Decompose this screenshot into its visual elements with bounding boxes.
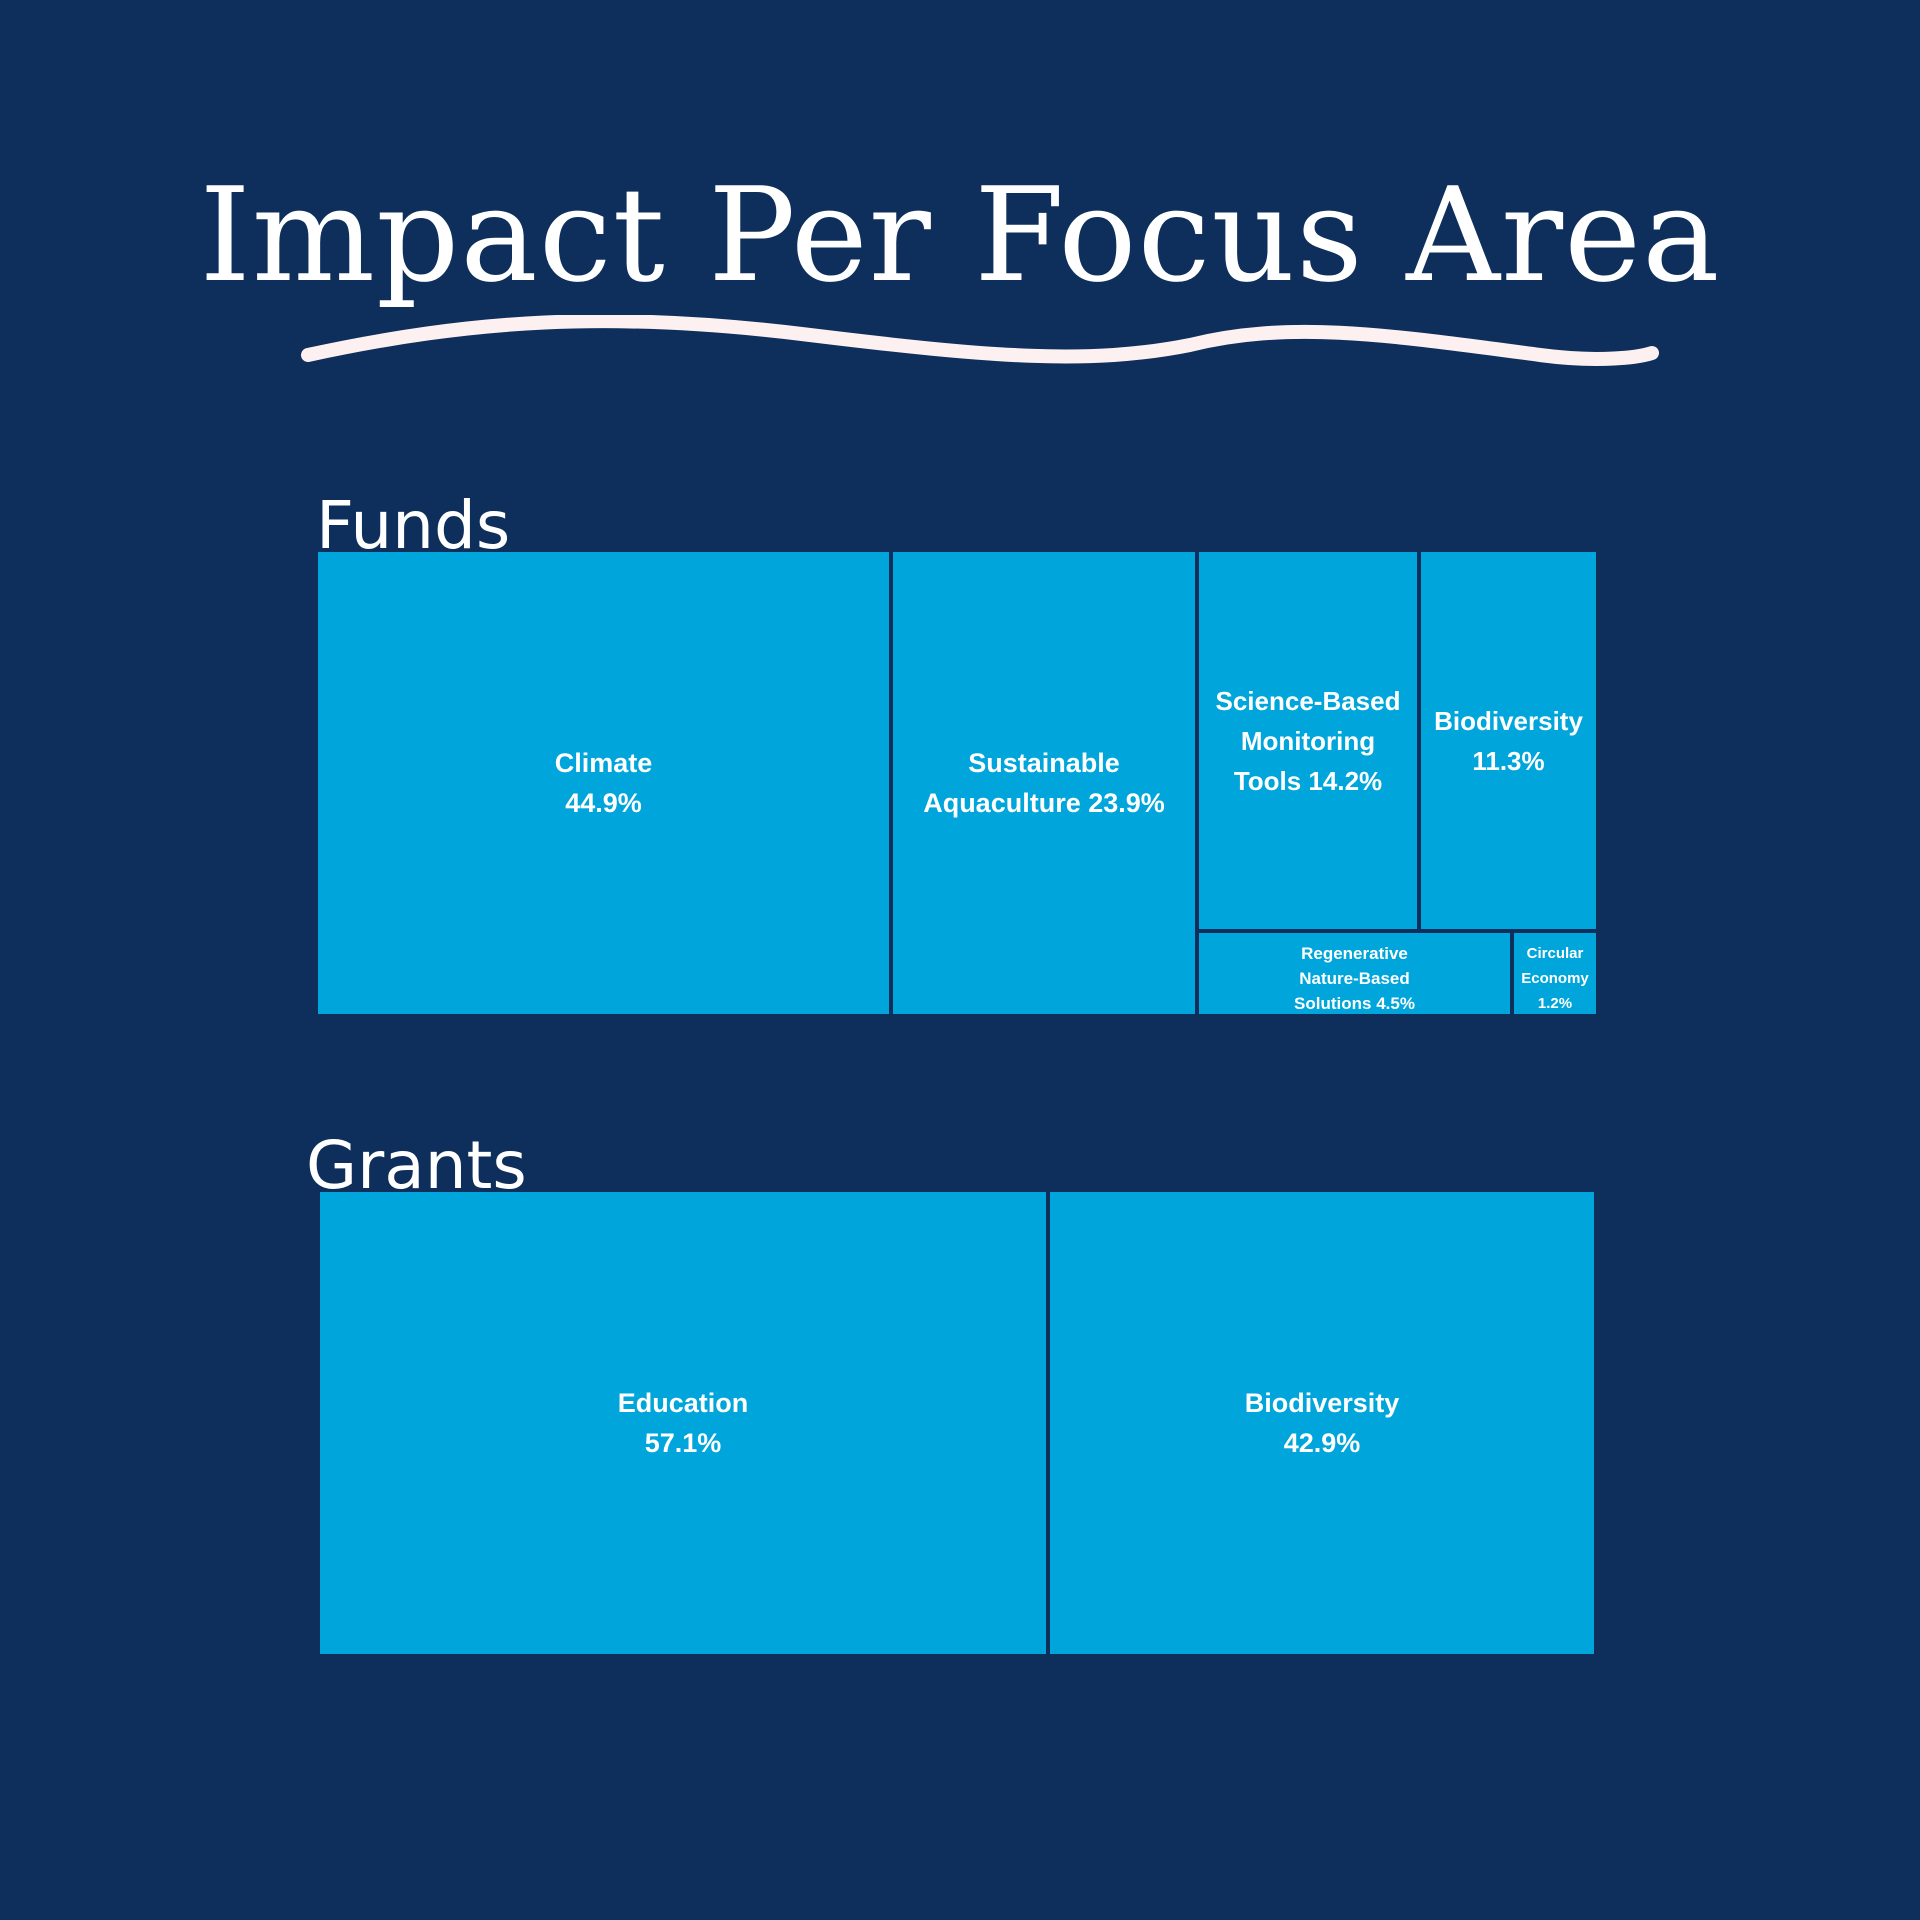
grants-tile-biodiversity: Biodiversity 42.9% [1050, 1192, 1594, 1654]
funds-tile-label: Regenerative Nature-Based Solutions 4.5% [1294, 944, 1415, 1013]
funds-treemap: Climate 44.9% Sustainable Aquaculture 23.9%… [318, 552, 1596, 1014]
funds-tile-label: Science-Based Monitoring Tools 14.2% [1215, 685, 1401, 796]
funds-label: Funds [316, 487, 511, 564]
funds-tile-label: Climate 44.9% [554, 748, 653, 818]
funds-tile-biodiversity: Biodiversity 11.3% [1421, 552, 1596, 929]
funds-tile-circular-economy: Circular Economy 1.2% [1514, 933, 1596, 1014]
funds-tile-regenerative-nature-based-solutions: Regenerative Nature-Based Solutions 4.5% [1199, 933, 1510, 1014]
grants-label: Grants [306, 1127, 527, 1204]
funds-tile-label: Sustainable Aquaculture 23.9% [923, 748, 1165, 818]
grants-tile-education: Education 57.1% [320, 1192, 1046, 1654]
page-title: Impact Per Focus Area [199, 159, 1721, 311]
grants-treemap: Education 57.1% Biodiversity 42.9% [320, 1192, 1594, 1654]
grants-tile-label: Biodiversity 42.9% [1244, 1388, 1400, 1458]
funds-tile-label: Circular Economy 1.2% [1521, 945, 1589, 1012]
wave-stroke [301, 315, 1659, 366]
funds-tile-sustainable-aquaculture: Sustainable Aquaculture 23.9% [893, 552, 1195, 1014]
grants-tile-label: Education 57.1% [617, 1388, 749, 1458]
funds-tile-climate: Climate 44.9% [318, 552, 889, 1014]
funds-tile-label: Biodiversity 11.3% [1434, 705, 1583, 776]
funds-tile-science-based-monitoring-tools: Science-Based Monitoring Tools 14.2% [1199, 552, 1417, 929]
title-underline-wave [301, 315, 1659, 366]
